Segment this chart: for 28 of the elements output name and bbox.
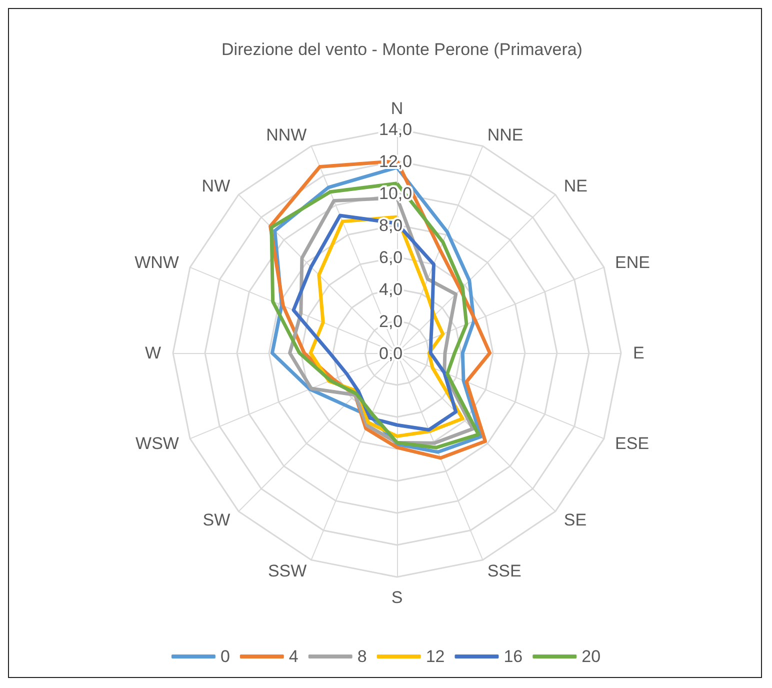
spoke-label: NE (564, 176, 588, 196)
spoke-label: SE (564, 510, 587, 530)
legend-label: 0 (220, 647, 230, 666)
legend-label: 16 (504, 647, 523, 666)
spoke-label: S (391, 588, 403, 607)
y-tick-label: 2,0 (379, 312, 403, 331)
legend-label: 12 (426, 647, 445, 666)
legend-label: 8 (357, 647, 367, 666)
y-tick-label: 4,0 (379, 280, 403, 299)
legend-label: 4 (288, 647, 298, 666)
spoke-label: WSW (136, 434, 179, 453)
spoke-label: NNW (266, 125, 307, 144)
legend-label: 20 (582, 647, 601, 666)
spoke-label: E (633, 344, 644, 362)
spoke-label: N (390, 99, 404, 118)
spoke-label: NNE (487, 125, 524, 144)
spoke-label: ESE (615, 434, 650, 453)
spoke-label: W (144, 344, 161, 362)
chart-title: Direzione del vento - Monte Perone (Primavera) (222, 40, 582, 59)
spoke-label: ENE (615, 253, 650, 272)
y-tick-label: 6,0 (379, 248, 403, 267)
spoke-label: NW (202, 176, 230, 196)
spoke-label: SW (202, 510, 230, 530)
y-tick-label: 0,0 (379, 344, 403, 363)
y-tick-label: 14,0 (379, 120, 412, 139)
spoke-label: WNW (134, 253, 179, 272)
spoke-label: SSE (487, 562, 522, 581)
spoke-label: SSW (268, 562, 307, 581)
